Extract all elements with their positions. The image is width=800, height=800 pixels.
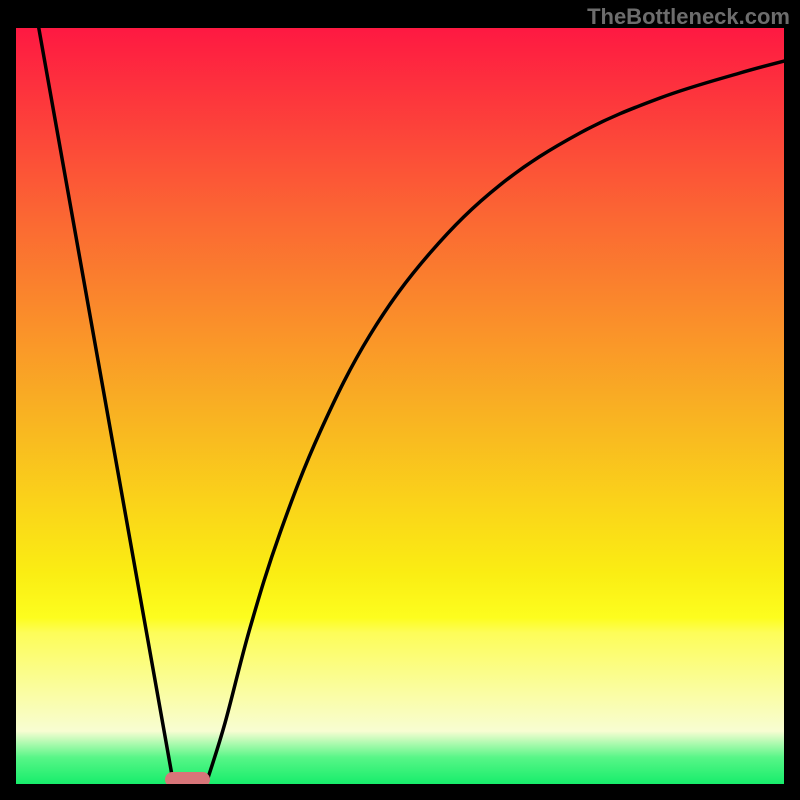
bottleneck-chart <box>0 0 800 800</box>
plot-background <box>16 28 784 784</box>
frame-right <box>784 0 800 800</box>
watermark-label: TheBottleneck.com <box>587 4 790 30</box>
frame-bottom <box>0 784 800 800</box>
chart-container: { "watermark": { "text": "TheBottleneck.… <box>0 0 800 800</box>
frame-left <box>0 0 16 800</box>
